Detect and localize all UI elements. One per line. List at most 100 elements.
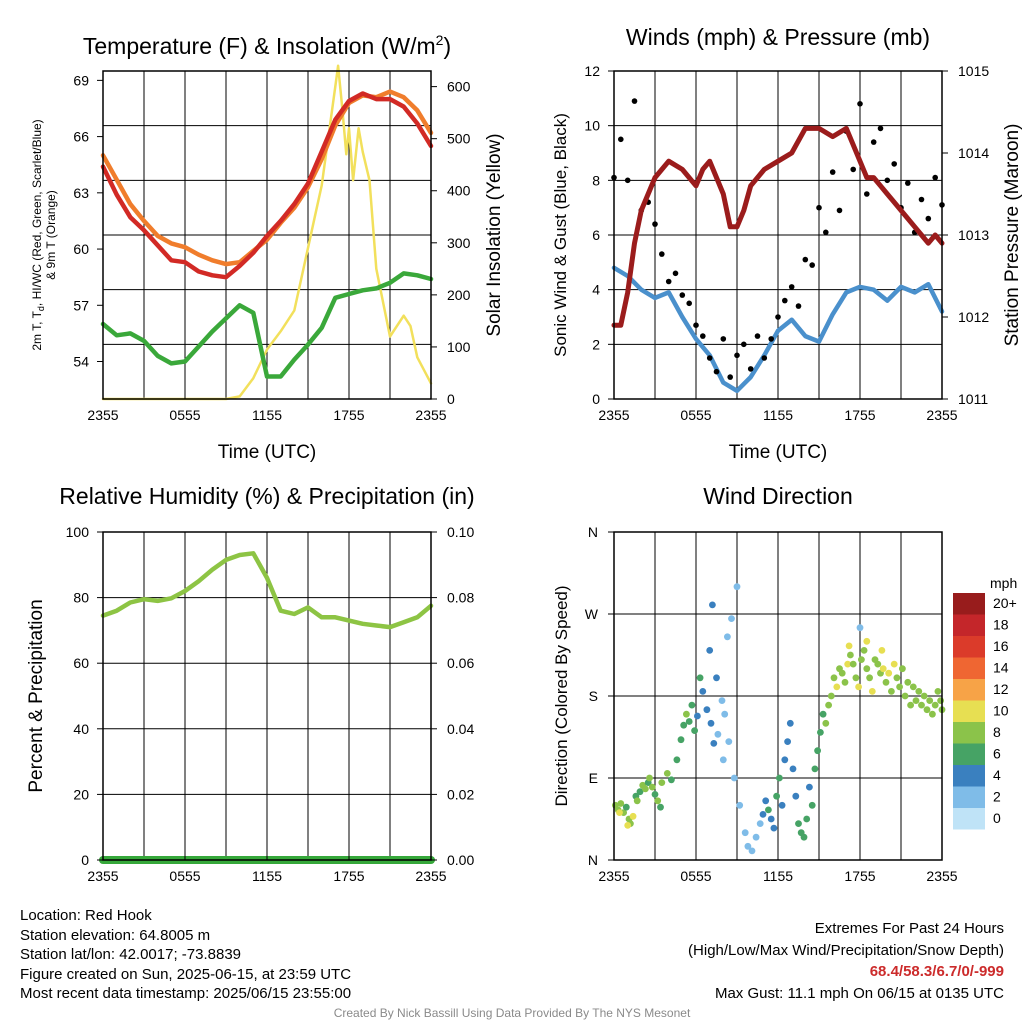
x-tick-label: 1155 [252,407,282,423]
direction-point [814,747,821,755]
gust-point [891,161,897,167]
direction-point [654,797,662,805]
direction-point [937,697,944,704]
direction-point [800,833,808,841]
direction-point [616,809,623,816]
gust-point [700,333,706,339]
location-text: Location: Red Hook [20,907,152,924]
direction-point [819,710,827,718]
direction-point [707,719,715,727]
winds-series [611,98,945,394]
temperature-ylabel-left-line1: 2m T, Td, HI/WC (Red, Green, Scarlet/Blu… [30,119,46,350]
y-tick-label: 69 [73,72,89,88]
x-tick-label: 1755 [844,407,875,423]
direction-point [863,637,871,645]
y2-tick-label: 0 [447,391,455,407]
legend-title: mph [990,575,1017,591]
temperature-ylabel-left-line2: & 9m T (Orange) [44,190,58,280]
direction-tick-label: E [589,770,598,786]
extremes-info: Extremes For Past 24 Hours (High/Low/Max… [688,918,1004,1004]
direction-point [830,674,838,682]
direction-point [896,683,903,691]
y2-tick-label: 0.02 [447,786,474,802]
direction-point [856,624,864,632]
y-tick-label: 20 [73,786,89,802]
legend-swatch [953,765,985,787]
direction-point [918,701,925,709]
direction-point [811,765,819,773]
direction-point [688,701,696,709]
y-tick-label: 60 [73,655,89,671]
direction-point [719,756,727,764]
y2-tick-label: 0.00 [447,852,474,868]
direction-point [849,660,857,668]
direction-point [668,776,675,784]
meteogram-figure: Temperature (F) & Insolation (W/m2) 2355… [26,24,1023,884]
direction-point [806,783,813,791]
direction-point [710,740,718,747]
y2-tick-label: 1013 [958,227,989,243]
x-tick-label: 1755 [333,407,364,423]
latlon-text: Station lat/lon: 42.0017; -73.8839 [20,946,242,963]
direction-point [915,688,923,695]
direction-point [868,688,876,695]
legend-label: 16 [993,638,1009,654]
y2-tick-label: 0.10 [447,524,474,540]
legend-label: 0 [993,810,1001,826]
direction-point [759,811,767,818]
direction-point [825,701,832,709]
elevation-text: Station elevation: 64.8005 m [20,926,211,944]
y-tick-label: 100 [66,524,90,540]
gust-point [679,292,686,298]
y-tick-label: 10 [584,118,600,134]
direction-point [904,678,912,686]
y2-tick-label: 0.04 [447,721,474,737]
direction-point [888,688,895,695]
direction-point [841,678,849,686]
x-tick-label: 0555 [169,868,200,884]
gust-point [795,303,802,309]
direction-point [833,683,841,691]
gust-point [720,336,727,342]
direction-point [863,665,871,673]
direction-point [885,669,893,677]
legend-label: 12 [993,681,1009,697]
gust-point [768,336,774,342]
x-tick-label: 1755 [333,868,364,884]
y2-tick-label: 200 [447,287,471,303]
created-text: Figure created on Sun, 2025-06-15, at 23… [20,965,352,983]
direction-point [858,656,865,663]
direction-point [765,806,772,814]
direction-gridlines [614,532,942,860]
y-tick-label: 63 [73,185,89,201]
y2-tick-label: 0.06 [447,655,474,671]
direction-point [736,801,744,809]
series-line [100,91,434,280]
legend-swatch [953,743,985,765]
sonic-wind-line [611,265,945,394]
direction-point [901,692,909,700]
direction-point [808,801,816,809]
y-tick-label: 80 [73,590,89,606]
direction-tick-label: N [588,524,598,540]
legend-swatch [953,593,985,615]
direction-point [795,820,802,827]
direction-point [866,674,873,682]
direction-ylabel-left: Direction (Colored By Speed) [552,585,571,806]
y-tick-label: 57 [73,297,89,313]
y2-tick-label: 1012 [958,309,989,325]
direction-point [691,727,698,734]
direction-point [694,712,701,720]
direction-point [838,669,846,677]
direction-point [648,783,656,791]
direction-tick-label: S [589,688,598,704]
gust-point [870,139,877,145]
direction-point [714,730,722,738]
gust-point [734,352,740,359]
direction-point [909,683,917,691]
direction-point [786,719,794,727]
winds-ylabel-right: Station Pressure (Maroon) [1002,124,1023,347]
gust-point [665,278,672,285]
y2-tick-label: 400 [447,183,471,199]
